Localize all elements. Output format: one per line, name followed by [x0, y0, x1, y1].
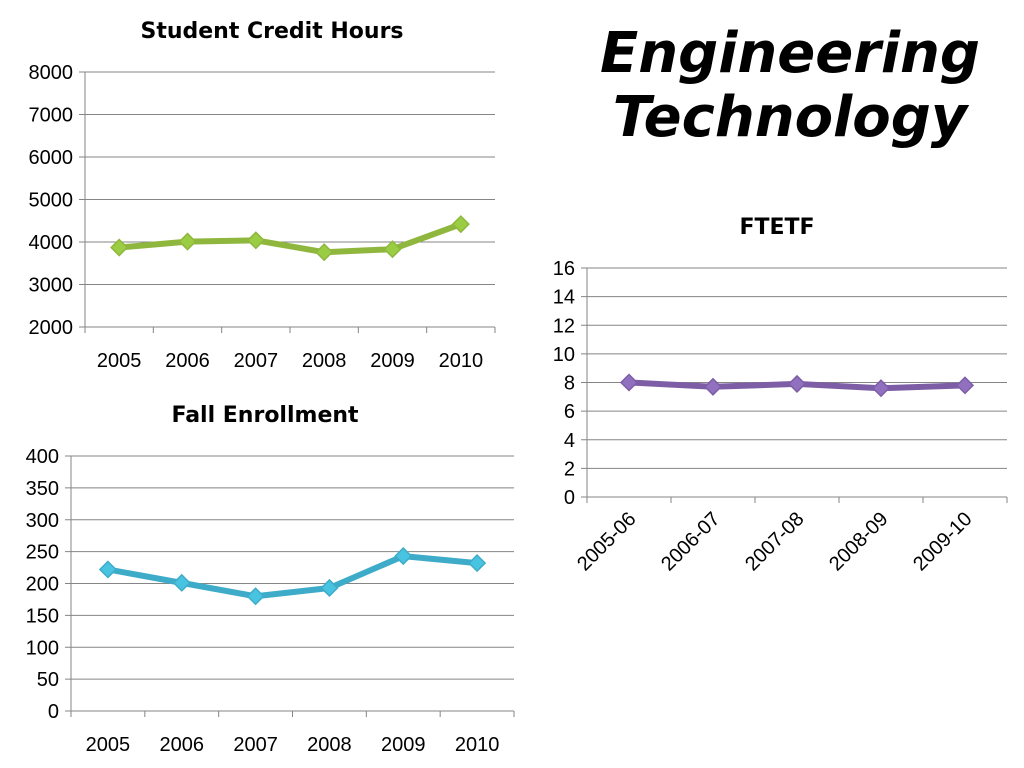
sch-data-point [383, 240, 402, 259]
sch-y-tick-label: 6000 [29, 147, 74, 169]
sch-data-point [315, 243, 334, 262]
fall-data-point [172, 573, 191, 592]
ftetf-title: FTETF [739, 215, 814, 240]
fall-chart: Fall Enrollment 0 50 100 150 200 250 300 350 400 2… [26, 403, 515, 756]
ftetf-x-tick-label: 2006-07 [657, 508, 724, 575]
ftetf-y-tick-label: 16 [553, 258, 575, 280]
ftetf-data-point [703, 377, 723, 396]
ftetf-y-tick-label: 4 [564, 430, 575, 452]
fall-y-tick-label: 150 [26, 605, 59, 627]
sch-y-tick-label: 3000 [29, 275, 74, 297]
fall-x-tick-label: 2008 [307, 734, 352, 756]
sch-data-point [451, 215, 470, 234]
sch-data-point [110, 238, 129, 257]
sch-y-tick-label: 2000 [29, 317, 74, 339]
ftetf-x-tick-label: 2007-08 [741, 508, 808, 575]
fall-y-tick-label: 300 [26, 510, 59, 532]
ftetf-chart: FTETF 0 2 4 6 8 10 12 14 16 2005-06 2006-07 2007-08 2… [553, 215, 1008, 575]
fall-series-line [104, 553, 481, 600]
ftetf-x-tick-label: 2009-10 [909, 508, 976, 575]
fall-title: Fall Enrollment [171, 403, 359, 428]
fall-y-tick-label: 0 [48, 701, 59, 723]
sch-y-tick-label: 7000 [29, 105, 74, 127]
sch-y-tick-label: 5000 [29, 190, 74, 212]
ftetf-data-point [787, 374, 807, 393]
fall-x-tick-label: 2010 [455, 734, 500, 756]
ftetf-data-point [955, 376, 975, 395]
sch-data-point [178, 232, 197, 251]
fall-data-point [394, 547, 413, 566]
fall-y-tick-label: 350 [26, 478, 59, 500]
page-title-line-1: Engineering [600, 21, 980, 86]
ftetf-data-point [871, 379, 891, 398]
page-title-line-2: Technology [612, 85, 968, 150]
sch-x-tick-label: 2008 [302, 350, 347, 372]
fall-x-tick-label: 2005 [86, 734, 131, 756]
fall-data-point [468, 554, 487, 573]
ftetf-data-point [619, 373, 639, 392]
sch-series-line [116, 221, 464, 256]
sch-title: Student Credit Hours [140, 19, 403, 44]
ftetf-y-tick-label: 14 [553, 287, 575, 309]
ftetf-y-tick-label: 2 [564, 458, 575, 480]
sch-x-tick-label: 2007 [234, 350, 279, 372]
fall-x-tick-label: 2009 [381, 734, 426, 756]
page-title: Engineering Technology [560, 22, 1020, 150]
fall-y-tick-label: 250 [26, 542, 59, 564]
ftetf-y-tick-label: 8 [564, 373, 575, 395]
fall-x-tick-label: 2007 [233, 734, 278, 756]
fall-data-point [246, 587, 265, 606]
sch-x-tick-label: 2010 [439, 350, 484, 372]
ftetf-y-tick-label: 6 [564, 401, 575, 423]
sch-x-tick-label: 2006 [165, 350, 210, 372]
sch-x-tick-label: 2009 [370, 350, 415, 372]
fall-data-point [98, 560, 117, 579]
sch-x-tick-label: 2005 [97, 350, 142, 372]
ftetf-y-tick-label: 0 [564, 487, 575, 509]
ftetf-y-tick-label: 10 [553, 344, 575, 366]
fall-data-point [320, 578, 339, 598]
fall-y-tick-label: 400 [26, 446, 59, 468]
sch-chart: Student Credit Hours 2000 3000 4000 5000 6000… [29, 19, 496, 372]
fall-y-tick-label: 50 [37, 669, 59, 691]
sch-y-tick-label: 8000 [29, 62, 74, 84]
sch-y-tick-label: 4000 [29, 232, 74, 254]
fall-y-tick-label: 200 [26, 574, 59, 596]
fall-y-tick-label: 100 [26, 637, 59, 659]
sch-data-point [246, 231, 265, 250]
fall-x-tick-label: 2006 [160, 734, 205, 756]
ftetf-x-tick-label: 2008-09 [825, 508, 892, 575]
ftetf-x-tick-label: 2005-06 [573, 508, 640, 575]
ftetf-y-tick-label: 12 [553, 315, 575, 337]
